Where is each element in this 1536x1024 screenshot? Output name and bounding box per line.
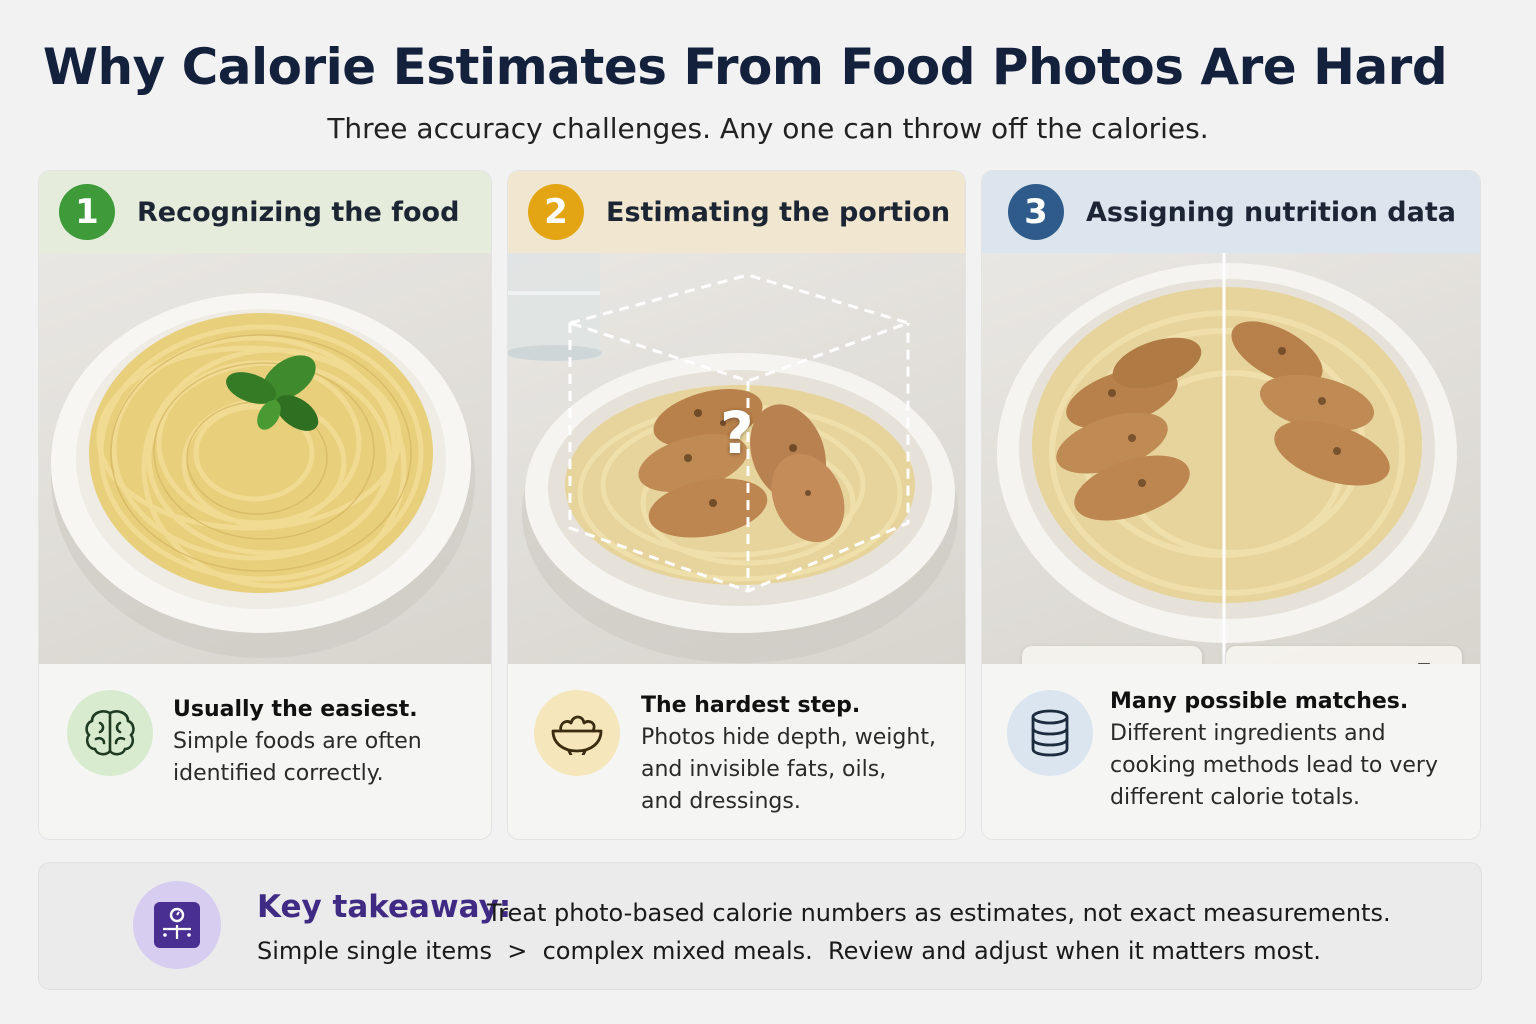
card-description: Usually the easiest. Simple foods are of…: [173, 694, 422, 790]
step-number: 1: [59, 184, 115, 240]
card-lead: Many possible matches.: [1110, 689, 1409, 714]
chicken-slices-right: [1231, 321, 1390, 486]
card-lead: The hardest step.: [641, 693, 861, 718]
basil-leaves: [226, 355, 319, 431]
water-glass-icon: [508, 253, 602, 361]
ingredient-set-a: +: [1022, 646, 1202, 664]
pasta-chicken-photo: ?: [508, 253, 965, 664]
card-title: Assigning nutrition data: [1086, 196, 1456, 228]
chicken-slices: [638, 389, 845, 543]
card-body-line: cooking methods lead to very: [1110, 753, 1438, 778]
takeaway-line-1: Treat photo-based calorie numbers as est…: [487, 899, 1391, 927]
card-body-line: and invisible fats, oils,: [641, 757, 887, 782]
card-footer: Usually the easiest. Simple foods are of…: [39, 664, 491, 839]
card-description: Many possible matches. Different ingredi…: [1110, 686, 1438, 814]
card-estimating-portion: 2 Estimating the portion: [507, 170, 966, 840]
spaghetti-photo: [39, 253, 491, 664]
question-mark-icon: ?: [720, 399, 754, 467]
card-header: 1 Recognizing the food: [39, 171, 491, 253]
step-number: 3: [1008, 184, 1064, 240]
card-title: Recognizing the food: [137, 196, 460, 228]
card-body-line: different calorie totals.: [1110, 785, 1361, 810]
card-assigning-nutrition: 3 Assigning nutrition data: [981, 170, 1481, 840]
page-title: Why Calorie Estimates From Food Photos A…: [42, 38, 1448, 96]
card-body-line: Different ingredients and: [1110, 721, 1386, 746]
card-title: Estimating the portion: [606, 196, 951, 228]
brain-icon: [67, 690, 153, 776]
card-lead: Usually the easiest.: [173, 697, 418, 722]
card-body-line: identified correctly.: [173, 761, 384, 786]
card-footer: Many possible matches. Different ingredi…: [982, 664, 1480, 839]
card-description: The hardest step. Photos hide depth, wei…: [641, 690, 936, 818]
scale-icon: [133, 881, 221, 969]
ingredient-set-b: + +: [1226, 646, 1462, 664]
bowl-icon: [534, 690, 620, 776]
card-body-line: Photos hide depth, weight,: [641, 725, 936, 750]
key-takeaway-panel: Key takeaway: Treat photo-based calorie …: [38, 862, 1482, 990]
takeaway-label: Key takeaway:: [257, 889, 512, 925]
card-recognizing-food: 1 Recognizing the food: [38, 170, 492, 840]
chicken-slices-left: [1056, 337, 1202, 521]
card-header: 2 Estimating the portion: [508, 171, 965, 253]
takeaway-line-2: Simple single items > complex mixed meal…: [257, 937, 1321, 965]
database-icon: [1007, 690, 1093, 776]
pasta-comparison-photo: + +: [982, 253, 1480, 664]
portion-box-outline: [564, 273, 913, 593]
page-subtitle: Three accuracy challenges. Any one can t…: [327, 112, 1209, 145]
card-body-line: and dressings.: [641, 789, 801, 814]
step-number: 2: [528, 184, 584, 240]
card-header: 3 Assigning nutrition data: [982, 171, 1480, 253]
card-footer: The hardest step. Photos hide depth, wei…: [508, 664, 965, 839]
card-body-line: Simple foods are often: [173, 729, 422, 754]
